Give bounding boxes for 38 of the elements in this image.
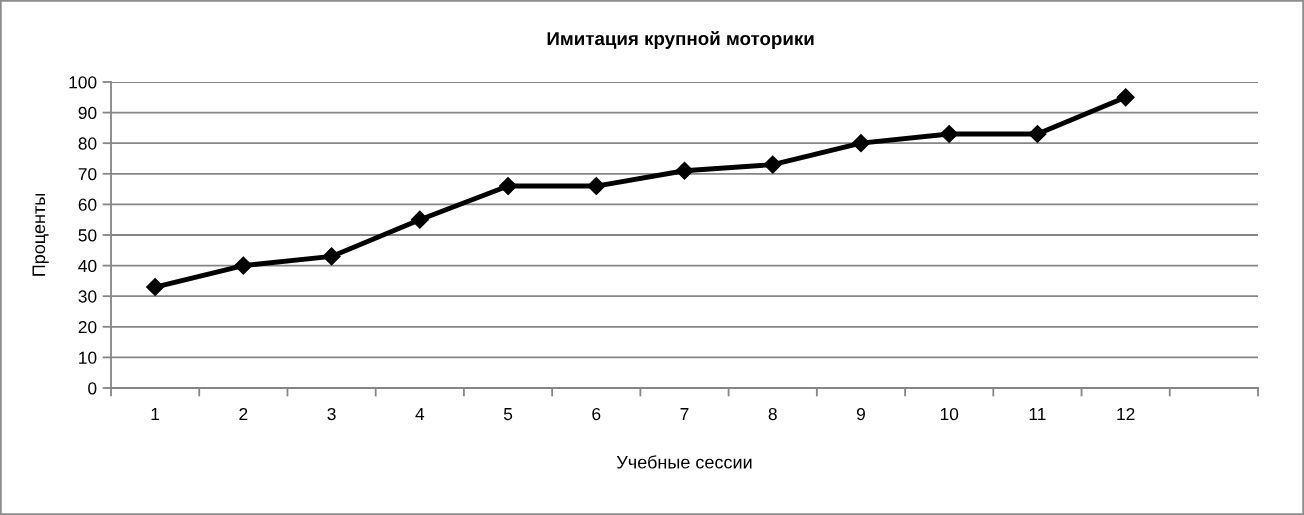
x-tick-label: 10	[940, 407, 959, 421]
point	[675, 161, 694, 180]
y-axis-title: Проценты	[32, 194, 49, 276]
point	[763, 155, 782, 174]
x-tick-label: 5	[503, 408, 513, 421]
x-tick-label: 11	[1029, 408, 1046, 421]
y-tick-label: 60	[78, 198, 97, 211]
x-axis-title: Учебные сессии	[616, 455, 752, 469]
point	[940, 124, 959, 144]
point	[234, 256, 253, 275]
x-tick-label: 1	[151, 408, 160, 421]
x-tick-label: 8	[768, 407, 777, 421]
x-tick-label: 3	[327, 407, 336, 421]
y-tick-label: 70	[78, 167, 97, 181]
y-tick-label: 10	[79, 351, 97, 364]
y-tick-label: 40	[78, 259, 97, 273]
y-tick-label: 20	[78, 320, 97, 334]
y-tick-label: 30	[78, 290, 97, 303]
point	[498, 176, 518, 196]
point	[146, 277, 165, 297]
point	[587, 176, 606, 196]
x-tick-label: 12	[1117, 407, 1135, 421]
x-tick-label: 4	[415, 408, 425, 421]
y-tick-label: 100	[69, 76, 97, 89]
x-tick-label: 2	[239, 407, 248, 421]
y-tick-label: 0	[88, 382, 97, 395]
point	[410, 210, 429, 229]
x-tick-label: 6	[592, 407, 601, 421]
point	[1028, 124, 1047, 144]
y-tick-label: 80	[78, 137, 97, 150]
point	[1116, 88, 1135, 107]
chart-title: Имитация крупной моторики	[547, 31, 814, 49]
x-tick-label: 9	[856, 407, 865, 421]
point	[322, 247, 341, 266]
point	[851, 134, 871, 153]
y-tick-label: 90	[78, 106, 97, 120]
y-tick-label: 50	[78, 229, 97, 242]
x-tick-label: 7	[680, 408, 689, 421]
